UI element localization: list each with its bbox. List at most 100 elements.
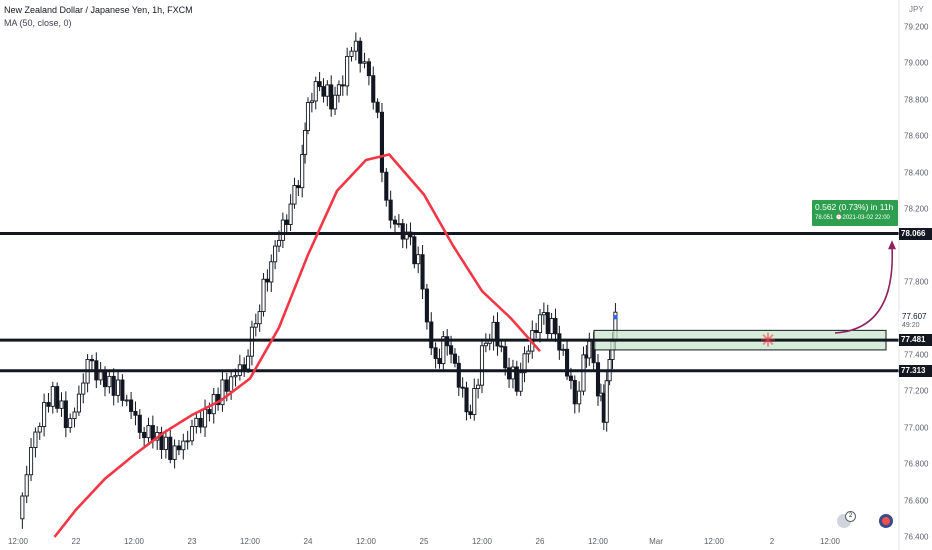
candle-body xyxy=(483,342,488,347)
candle-body xyxy=(107,375,112,388)
candle-body xyxy=(24,474,29,497)
candle-body xyxy=(317,81,322,88)
candle-body xyxy=(189,426,195,442)
candle-body xyxy=(89,359,94,362)
candle xyxy=(181,433,186,460)
candle-body xyxy=(42,402,47,427)
horizontal-levels xyxy=(0,232,899,373)
candle-body xyxy=(526,350,531,355)
candle xyxy=(68,413,73,433)
candle-body xyxy=(604,380,609,423)
candle xyxy=(412,231,417,269)
candle xyxy=(257,304,262,332)
candle xyxy=(313,76,318,110)
candle-body xyxy=(115,379,121,396)
symbol-title[interactable]: New Zealand Dollar / Japanese Yen, 1h, F… xyxy=(4,5,193,15)
candle xyxy=(441,330,446,372)
candle xyxy=(472,378,477,421)
candle xyxy=(189,419,195,446)
candle-body xyxy=(503,346,508,369)
candle-body xyxy=(349,50,354,57)
candle xyxy=(329,75,334,117)
candle-body xyxy=(581,354,586,392)
candle xyxy=(549,312,554,341)
candle xyxy=(353,32,358,61)
candle-body xyxy=(553,318,558,335)
candle xyxy=(420,244,425,300)
candle xyxy=(392,215,398,234)
indicator-legend[interactable]: MA (50, close, 0) xyxy=(4,18,72,28)
candle xyxy=(42,393,47,437)
candle-body xyxy=(20,495,25,520)
candle-body xyxy=(313,81,318,102)
candle xyxy=(388,190,393,229)
candle-body xyxy=(396,223,401,226)
candle xyxy=(120,374,125,407)
candle-body xyxy=(375,101,380,113)
candle xyxy=(321,78,326,103)
candle xyxy=(142,426,147,448)
time-tick-label: 12:00 xyxy=(819,537,841,546)
candle-body xyxy=(229,376,234,392)
candle xyxy=(537,309,543,343)
candle-body xyxy=(449,345,454,355)
candle-body xyxy=(220,379,225,406)
candle-body xyxy=(333,94,338,110)
candle-body xyxy=(545,312,550,335)
candle xyxy=(476,378,481,399)
candle xyxy=(146,417,151,443)
candle xyxy=(309,92,314,113)
price-tick-label: 77.200 xyxy=(904,386,929,396)
candle-body xyxy=(362,61,367,64)
candle xyxy=(284,214,289,235)
time-tick-label: 12:00 xyxy=(7,537,29,546)
candle-body xyxy=(499,345,504,348)
price-tick-label: 79.200 xyxy=(904,22,929,32)
candle xyxy=(229,370,234,400)
price-tick-label: 76.400 xyxy=(904,532,929,542)
candle xyxy=(76,385,81,416)
candle-body xyxy=(340,84,345,87)
candle xyxy=(333,86,338,116)
candle xyxy=(553,308,558,342)
candle-body xyxy=(181,440,186,451)
marker-ray xyxy=(767,333,774,341)
candle xyxy=(296,180,301,197)
candle-body xyxy=(491,321,496,341)
candle xyxy=(305,97,311,135)
candle-body xyxy=(146,425,151,439)
candle-body xyxy=(133,410,138,416)
candle-body xyxy=(59,400,64,409)
current-price-value: 77.607 xyxy=(902,312,927,322)
candle xyxy=(340,75,345,96)
candle xyxy=(325,80,330,107)
candle xyxy=(379,102,385,183)
candle xyxy=(371,66,376,110)
alert-bell-icon[interactable]: 2 xyxy=(837,511,856,528)
candle xyxy=(198,411,203,434)
projection-label[interactable]: 0.562 (0.73%) in 11h 78.051 ⌚2021-03-02 … xyxy=(812,200,898,226)
candle xyxy=(526,345,531,363)
candlestick-series xyxy=(20,32,618,529)
candle xyxy=(468,404,473,419)
candle xyxy=(50,381,55,414)
candle-body xyxy=(63,400,68,429)
candle xyxy=(194,412,199,434)
candle xyxy=(63,391,68,438)
candle xyxy=(404,223,409,249)
candle xyxy=(456,355,461,396)
candle xyxy=(317,71,322,92)
candle-body xyxy=(565,348,570,377)
candle-body xyxy=(514,366,519,392)
economic-calendar-icon[interactable] xyxy=(879,514,893,528)
time-tick-label: 22 xyxy=(71,537,81,546)
candle-body xyxy=(46,402,51,407)
projection-arrowhead xyxy=(888,240,896,250)
candle-body xyxy=(129,399,134,412)
candle-body xyxy=(185,440,190,443)
candle xyxy=(452,348,457,368)
candle-body xyxy=(424,288,429,323)
candle xyxy=(265,269,270,292)
support-lower-price-tag: 77.313 xyxy=(899,364,932,377)
